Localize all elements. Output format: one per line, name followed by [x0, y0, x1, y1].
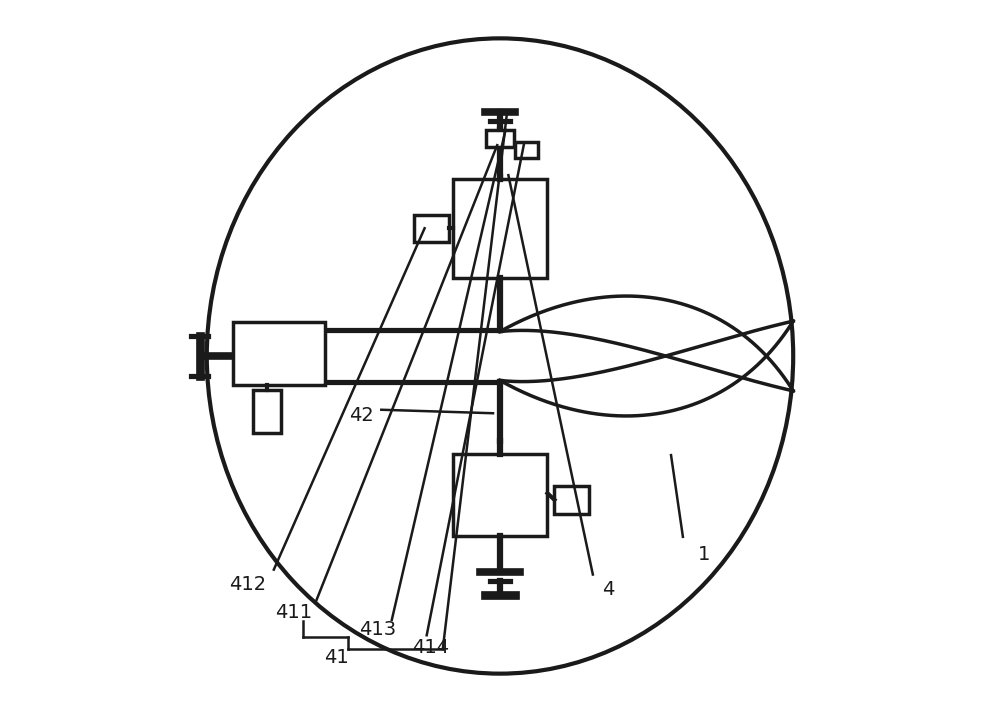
Text: 1: 1 — [698, 545, 710, 565]
Text: 412: 412 — [229, 575, 266, 595]
Text: 4: 4 — [602, 580, 614, 600]
Bar — [515, 142, 538, 158]
Bar — [554, 486, 589, 514]
Text: 413: 413 — [359, 620, 396, 639]
Bar — [486, 130, 514, 147]
Text: 42: 42 — [349, 406, 374, 425]
Bar — [453, 454, 547, 536]
Bar — [414, 215, 449, 241]
Text: 41: 41 — [324, 648, 348, 667]
Text: 411: 411 — [275, 603, 313, 622]
Bar — [453, 179, 547, 278]
Bar — [233, 323, 325, 385]
Text: 414: 414 — [412, 639, 449, 657]
Bar — [253, 389, 281, 433]
